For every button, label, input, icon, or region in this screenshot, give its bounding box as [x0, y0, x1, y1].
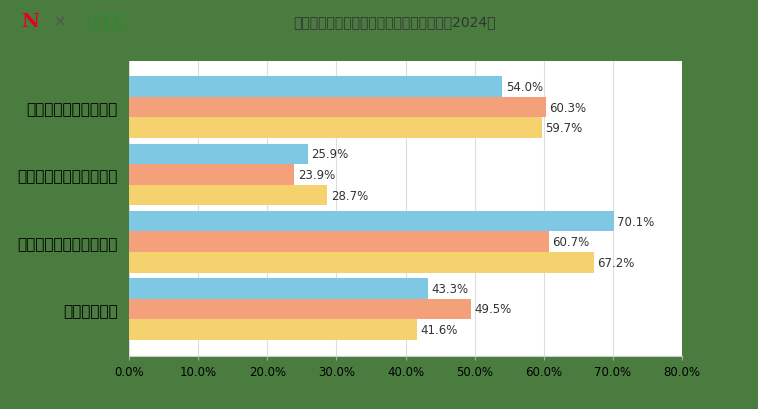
Bar — [129, 319, 417, 340]
Bar — [129, 144, 308, 165]
Bar — [129, 232, 549, 252]
Text: 60.3%: 60.3% — [550, 101, 587, 115]
Text: N: N — [21, 13, 39, 31]
Text: ×: × — [55, 15, 67, 29]
Text: 43.3%: 43.3% — [432, 282, 469, 295]
Text: 『住まい別・料理に関するアンケート調査2024』: 『住まい別・料理に関するアンケート調査2024』 — [293, 15, 496, 29]
Bar — [129, 211, 614, 232]
Text: 70.1%: 70.1% — [617, 215, 654, 228]
Text: 49.5%: 49.5% — [475, 303, 512, 316]
Text: 54.0%: 54.0% — [506, 81, 543, 94]
Bar — [129, 98, 546, 118]
Text: エイブル: エイブル — [86, 13, 126, 31]
Text: 60.7%: 60.7% — [552, 236, 590, 249]
Bar — [129, 118, 542, 139]
Text: 41.6%: 41.6% — [420, 323, 457, 336]
Text: 23.9%: 23.9% — [298, 169, 335, 182]
Text: 67.2%: 67.2% — [597, 256, 634, 269]
Bar — [129, 185, 327, 206]
Bar — [129, 77, 503, 98]
Bar — [129, 165, 294, 185]
Bar — [129, 299, 471, 319]
Text: 59.7%: 59.7% — [545, 122, 582, 135]
Bar — [129, 252, 594, 273]
Text: 28.7%: 28.7% — [330, 189, 368, 202]
Text: 25.9%: 25.9% — [312, 148, 349, 161]
Bar — [129, 279, 428, 299]
